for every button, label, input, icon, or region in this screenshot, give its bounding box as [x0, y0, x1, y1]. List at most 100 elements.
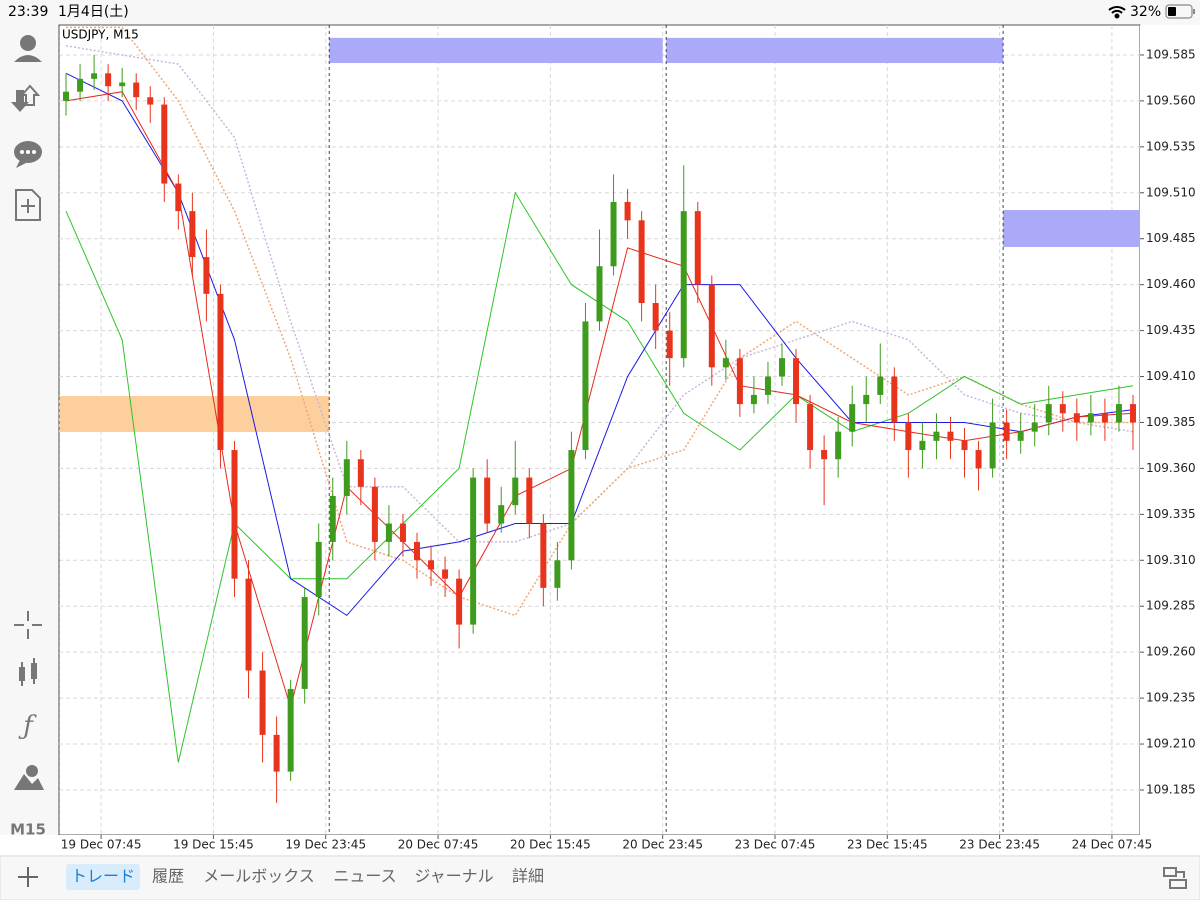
- candle-body: [610, 201, 617, 267]
- trade-icon[interactable]: [11, 84, 41, 112]
- candle-body: [428, 560, 435, 570]
- tab[interactable]: ジャーナル: [414, 867, 493, 886]
- candle-body: [1073, 413, 1080, 423]
- candle-body: [750, 394, 757, 405]
- candle-body: [1017, 431, 1024, 441]
- sidebar: ƒ M15: [10, 35, 46, 839]
- candle-body: [399, 523, 406, 542]
- y-tick-label: 109.410: [1146, 369, 1196, 383]
- indicator-line: [65, 91, 1134, 710]
- candle-body: [708, 284, 715, 368]
- candle-body: [273, 734, 280, 772]
- tab[interactable]: 詳細: [512, 867, 544, 886]
- candle-body: [217, 293, 224, 451]
- candle-body: [764, 376, 771, 395]
- y-tick-label: 109.210: [1146, 737, 1196, 751]
- candle-body: [947, 431, 954, 441]
- candle-body: [245, 578, 252, 671]
- candle-body: [793, 358, 800, 405]
- candle-body: [540, 523, 547, 588]
- indicators-icon[interactable]: ƒ: [18, 711, 37, 741]
- chart-type-icon[interactable]: [19, 658, 37, 686]
- candle-body: [203, 257, 210, 294]
- x-tick-label: 20 Dec 23:45: [622, 838, 703, 852]
- chat-icon[interactable]: [14, 141, 42, 168]
- candle-body: [512, 477, 519, 506]
- candle-body: [568, 450, 575, 561]
- x-tick-label: 24 Dec 07:45: [1072, 838, 1153, 852]
- candle-body: [231, 450, 238, 579]
- candle-body: [919, 440, 926, 451]
- candle-body: [385, 523, 392, 542]
- candle-body: [484, 477, 491, 524]
- price-scale: [1140, 25, 1200, 855]
- candle-body: [91, 73, 98, 79]
- candle-body: [554, 560, 561, 588]
- candle-body: [582, 321, 589, 451]
- layout-button[interactable]: [1163, 867, 1187, 889]
- x-tick-label: 19 Dec 23:45: [285, 838, 366, 852]
- x-tick-label: 23 Dec 15:45: [847, 838, 928, 852]
- candle-body: [1031, 422, 1038, 432]
- candle-body: [105, 73, 112, 87]
- candle-body: [77, 78, 84, 92]
- candle-body: [638, 220, 645, 304]
- account-icon[interactable]: [14, 35, 42, 62]
- candle-body: [835, 431, 842, 460]
- objects-icon[interactable]: [14, 765, 44, 790]
- x-tick-label: 23 Dec 23:45: [959, 838, 1040, 852]
- candle-body: [989, 422, 996, 469]
- candle-body: [175, 183, 182, 212]
- candle-body: [259, 670, 266, 735]
- candle-body: [343, 459, 350, 496]
- tabs: トレード 履歴 メールボックス ニュース ジャーナル 詳細: [66, 864, 544, 890]
- price-zone: [59, 396, 330, 433]
- candle-body: [694, 211, 701, 285]
- candle-body: [1129, 404, 1136, 423]
- candle-body: [736, 358, 743, 405]
- tab[interactable]: 履歴: [152, 867, 184, 886]
- candle-body: [905, 422, 912, 451]
- time-scale: [0, 835, 1200, 855]
- new-order-icon[interactable]: [15, 189, 41, 221]
- candle-body: [722, 358, 729, 368]
- y-tick-label: 109.360: [1146, 461, 1196, 475]
- y-tick-label: 109.435: [1146, 323, 1196, 337]
- add-button[interactable]: [18, 867, 38, 887]
- candle-body: [1045, 404, 1052, 423]
- wifi-icon: [1108, 6, 1126, 19]
- tab[interactable]: トレード: [71, 867, 135, 886]
- price-zone: [1003, 210, 1140, 247]
- candle-body: [371, 486, 378, 542]
- crosshair-icon[interactable]: [14, 611, 42, 639]
- candle-body: [498, 505, 505, 524]
- candle-body: [666, 330, 673, 359]
- status-time: 23:39: [8, 4, 48, 20]
- y-tick-label: 109.460: [1146, 277, 1196, 291]
- candle-body: [807, 404, 814, 451]
- active-tab-bg: [66, 864, 140, 890]
- candle-body: [413, 541, 420, 561]
- symbol-label: USDJPY, M15: [62, 28, 139, 42]
- cloud-span: [65, 45, 1134, 543]
- candle-body: [1059, 404, 1066, 414]
- candle-body: [1087, 413, 1094, 423]
- candle-body: [1003, 422, 1010, 441]
- candle-body: [133, 82, 140, 98]
- candle-body: [456, 578, 463, 625]
- candle-body: [596, 266, 603, 322]
- battery-percent: 32%: [1130, 4, 1161, 20]
- candle-body: [147, 97, 154, 105]
- candle-body: [652, 303, 659, 331]
- tab[interactable]: メールボックス: [203, 867, 315, 886]
- candle-body: [891, 376, 898, 423]
- candle-body: [161, 104, 168, 184]
- tab[interactable]: ニュース: [333, 867, 396, 886]
- candle-body: [1115, 404, 1122, 423]
- y-tick-label: 109.335: [1146, 507, 1196, 521]
- x-tick-label: 23 Dec 07:45: [735, 838, 816, 852]
- x-tick-label: 20 Dec 07:45: [398, 838, 479, 852]
- timeframe-button[interactable]: M15: [10, 821, 46, 839]
- candle-body: [1101, 413, 1108, 423]
